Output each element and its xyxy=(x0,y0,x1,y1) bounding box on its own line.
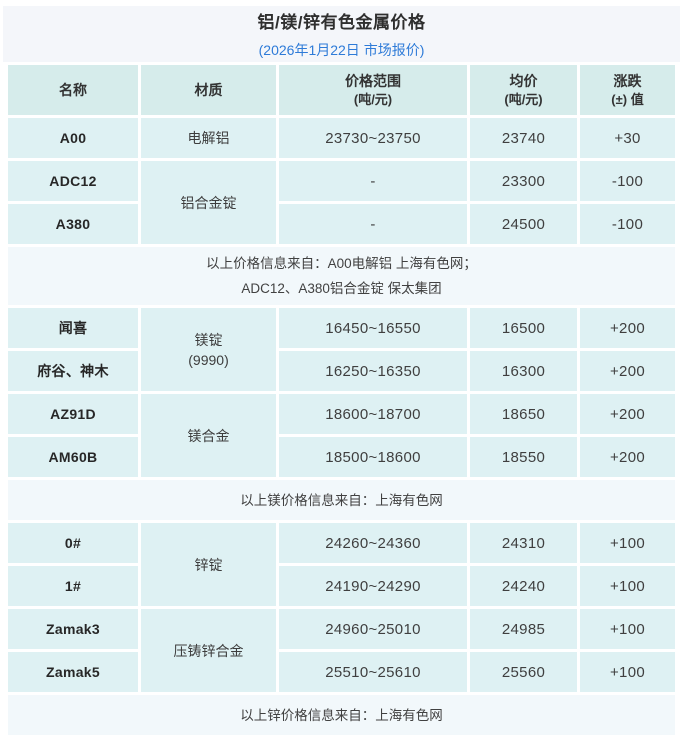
table-row: Zamak5 25510~25610 25560 +100 xyxy=(8,652,675,692)
note-line: ADC12、A380铝合金锭 保太集团 xyxy=(241,281,442,296)
aluminum-source-note: 以上价格信息来自：A00电解铝 上海有色网； ADC12、A380铝合金锭 保太… xyxy=(8,247,675,305)
name-cell: ADC12 xyxy=(8,161,138,201)
avg-cell: 24240 xyxy=(470,566,577,606)
avg-cell: 16300 xyxy=(470,351,577,391)
col-header-change: 涨跌 (±) 值 xyxy=(580,65,675,115)
change-cell: +200 xyxy=(580,308,675,348)
name-cell: Zamak3 xyxy=(8,609,138,649)
avg-cell: 25560 xyxy=(470,652,577,692)
header-row: 名称 材质 价格范围 (吨/元) 均价 (吨/元) 涨跌 (±) 值 xyxy=(8,65,675,115)
col-header-change-label: 涨跌 xyxy=(613,73,642,89)
price-table: 名称 材质 价格范围 (吨/元) 均价 (吨/元) 涨跌 (±) 值 A00 电… xyxy=(5,62,678,738)
col-header-name-label: 名称 xyxy=(59,82,87,98)
change-cell: +200 xyxy=(580,437,675,477)
name-cell: A00 xyxy=(8,118,138,158)
col-header-change-unit: (±) 值 xyxy=(611,92,644,107)
table-row: A00 电解铝 23730~23750 23740 +30 xyxy=(8,118,675,158)
name-cell: 府谷、神木 xyxy=(8,351,138,391)
table-row: 闻喜 镁锭 (9990) 16450~16550 16500 +200 xyxy=(8,308,675,391)
material-grade: (9990) xyxy=(188,351,229,368)
range-cell: 18500~18600 xyxy=(279,437,467,477)
table-row: Zamak3 压铸锌合金 24960~25010 24985 +100 xyxy=(8,609,675,692)
col-header-avg-label: 均价 xyxy=(509,73,538,89)
change-cell: +100 xyxy=(580,523,675,563)
note-line: 以上镁价格信息来自：上海有色网 xyxy=(240,492,443,508)
avg-cell: 23740 xyxy=(470,118,577,158)
name-cell: AZ91D xyxy=(8,394,138,434)
note-row: 以上价格信息来自：A00电解铝 上海有色网； ADC12、A380铝合金锭 保太… xyxy=(8,247,675,305)
material-cell: 镁合金 xyxy=(141,394,276,477)
note-row: 以上锌价格信息来自：上海有色网 xyxy=(8,695,675,735)
material-cell: 铝合金锭 xyxy=(141,161,276,244)
table-row: AZ91D 镁合金 18600~18700 18650 +200 xyxy=(8,394,675,477)
table-row: A380 - 24500 -100 xyxy=(8,204,675,244)
name-cell: A380 xyxy=(8,204,138,244)
table-row: ADC12 铝合金锭 - 23300 -100 xyxy=(8,161,675,244)
avg-cell: 24500 xyxy=(470,204,577,244)
change-cell: -100 xyxy=(580,204,675,244)
material-cell: 压铸锌合金 xyxy=(141,609,276,692)
name-cell: 1# xyxy=(8,566,138,606)
range-cell: 16250~16350 xyxy=(279,351,467,391)
range-cell: 18600~18700 xyxy=(279,394,467,434)
avg-cell: 18650 xyxy=(470,394,577,434)
page-title: 铝/镁/锌有色金属价格 xyxy=(257,12,426,32)
change-cell: +200 xyxy=(580,351,675,391)
range-cell: 24190~24290 xyxy=(279,566,467,606)
avg-cell: 24985 xyxy=(470,609,577,649)
note-line: 以上价格信息来自：A00电解铝 上海有色网； xyxy=(206,256,477,271)
magnesium-source-note: 以上镁价格信息来自：上海有色网 xyxy=(8,480,675,520)
avg-cell: 23300 xyxy=(470,161,577,201)
col-header-range-unit: (吨/元) xyxy=(353,92,393,107)
range-cell: 24260~24360 xyxy=(279,523,467,563)
col-header-material-label: 材质 xyxy=(194,82,223,98)
material-cell: 锌锭 xyxy=(141,523,276,606)
change-cell: +100 xyxy=(580,566,675,606)
col-header-range-label: 价格范围 xyxy=(345,73,401,89)
title-block: 铝/镁/锌有色金属价格 (2026年1月22日 市场报价) xyxy=(3,6,680,62)
avg-cell: 24310 xyxy=(470,523,577,563)
zinc-source-note: 以上锌价格信息来自：上海有色网 xyxy=(8,695,675,735)
range-cell: - xyxy=(279,204,467,244)
col-header-material: 材质 xyxy=(141,65,276,115)
table-row: AM60B 18500~18600 18550 +200 xyxy=(8,437,675,477)
range-cell: 25510~25610 xyxy=(279,652,467,692)
name-cell: 闻喜 xyxy=(8,308,138,348)
name-cell: 0# xyxy=(8,523,138,563)
col-header-avg-unit: (吨/元) xyxy=(504,92,543,107)
col-header-avg: 均价 (吨/元) xyxy=(470,65,577,115)
change-cell: +100 xyxy=(580,609,675,649)
material-cell: 电解铝 xyxy=(141,118,276,158)
name-cell: Zamak5 xyxy=(8,652,138,692)
change-cell: -100 xyxy=(580,161,675,201)
avg-cell: 16500 xyxy=(470,308,577,348)
table-row: 0# 锌锭 24260~24360 24310 +100 xyxy=(8,523,675,606)
change-cell: +200 xyxy=(580,394,675,434)
name-cell: AM60B xyxy=(8,437,138,477)
page-subtitle: (2026年1月22日 市场报价) xyxy=(258,41,425,58)
col-header-range: 价格范围 (吨/元) xyxy=(279,65,467,115)
col-header-name: 名称 xyxy=(8,65,138,115)
note-row: 以上镁价格信息来自：上海有色网 xyxy=(8,480,675,520)
table-row: 1# 24190~24290 24240 +100 xyxy=(8,566,675,606)
table-row: 府谷、神木 16250~16350 16300 +200 xyxy=(8,351,675,391)
range-cell: 16450~16550 xyxy=(279,308,467,348)
change-cell: +30 xyxy=(580,118,675,158)
note-line: 以上锌价格信息来自：上海有色网 xyxy=(240,707,443,723)
range-cell: 24960~25010 xyxy=(279,609,467,649)
range-cell: 23730~23750 xyxy=(279,118,467,158)
material-cell: 镁锭 (9990) xyxy=(141,308,276,391)
change-cell: +100 xyxy=(580,652,675,692)
avg-cell: 18550 xyxy=(470,437,577,477)
material-label: 镁锭 xyxy=(194,331,223,348)
range-cell: - xyxy=(279,161,467,201)
